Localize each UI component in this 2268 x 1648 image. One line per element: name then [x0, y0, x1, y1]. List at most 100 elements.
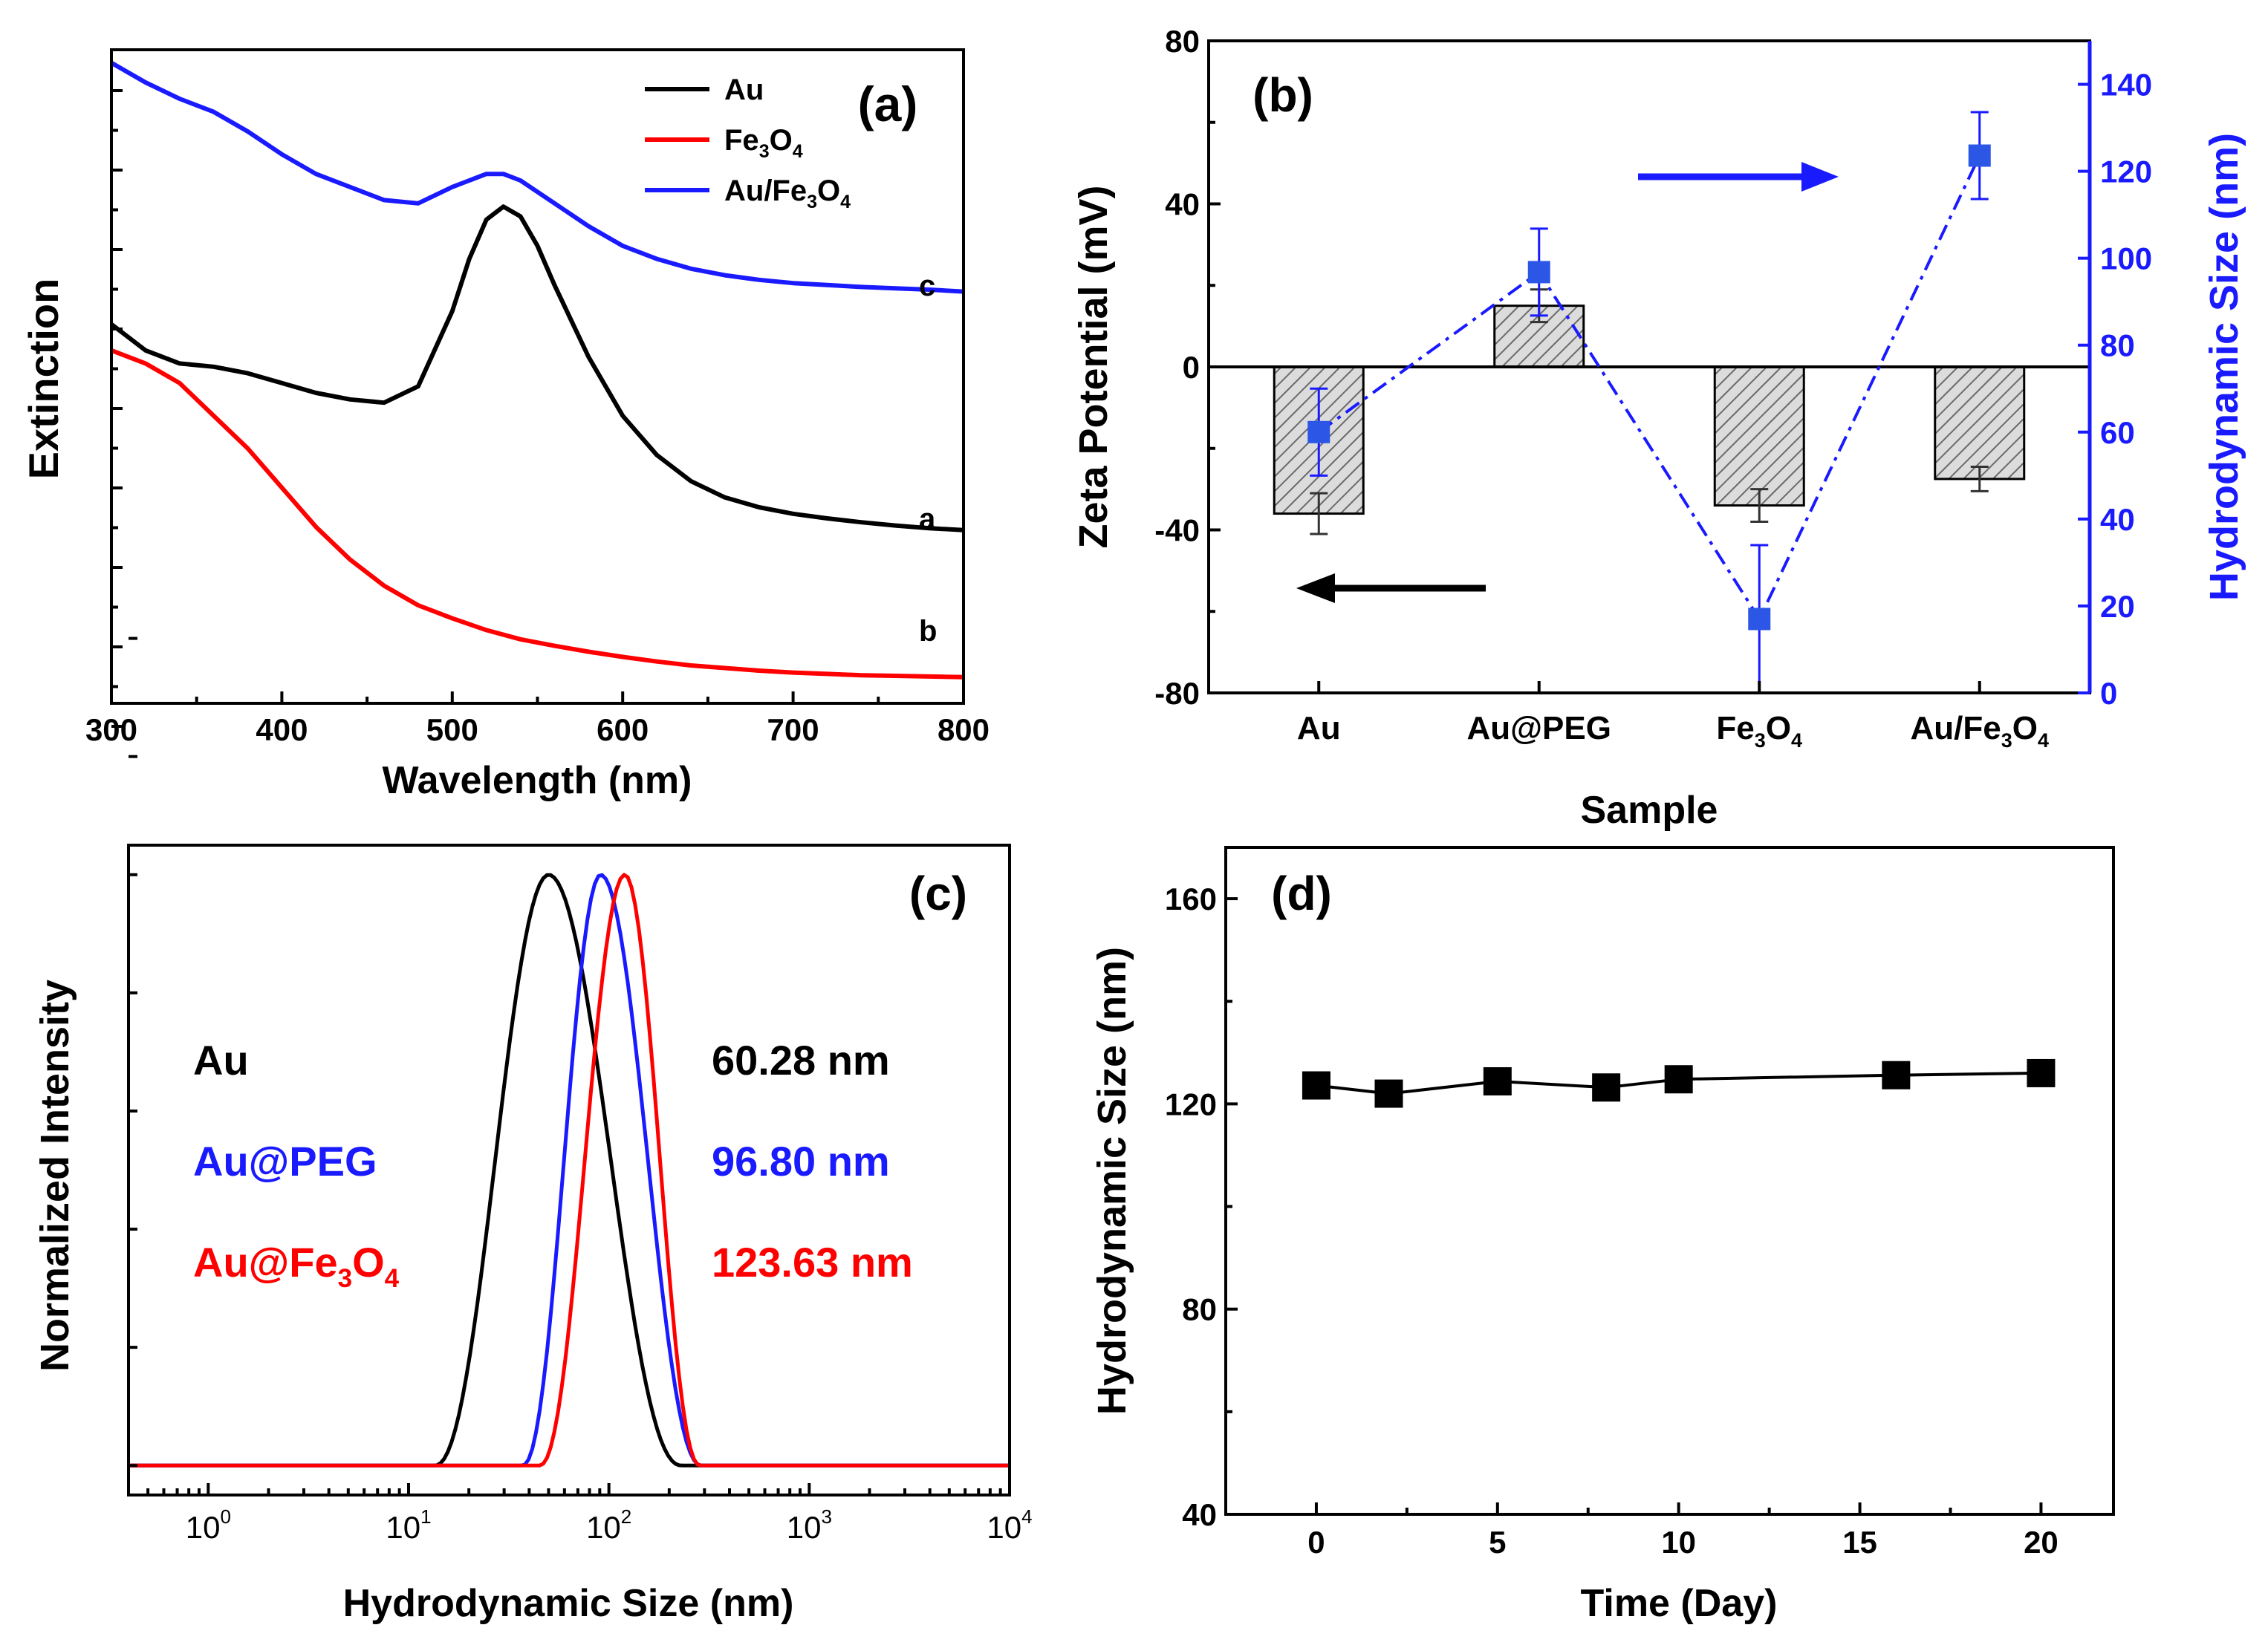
panel-b-zeta-size: -80 -40 0 40 80 0 20 40 60 80 100 120 140 Au Au@PEG Fe3… — [1071, 24, 2246, 832]
a-series-b — [110, 348, 964, 680]
b-bars — [1273, 288, 2026, 535]
c-curves — [129, 873, 1010, 1468]
b-y-tick-label: 40 — [1165, 187, 1200, 222]
b-zeta-arrow — [1296, 573, 1486, 603]
c-x-tick-label: 103 — [787, 1505, 832, 1545]
c-x-tick-label: 100 — [186, 1505, 231, 1545]
a-x-tick-label: 500 — [426, 712, 478, 747]
b-panel-label: (b) — [1252, 68, 1313, 122]
c-plot-frame — [127, 844, 1011, 1496]
c-annotation-size: 60.28 nm — [712, 1037, 890, 1084]
a-plot-frame — [110, 48, 965, 705]
d-plot-frame — [1224, 846, 2115, 1516]
b-size-marker — [1968, 144, 1991, 167]
b-y2-tick-label: 60 — [2100, 415, 2135, 450]
a-x-tick-label: 600 — [597, 712, 649, 747]
b-y-tick-label: 80 — [1165, 24, 1200, 59]
d-series — [1302, 1058, 2056, 1108]
c-x-tick-label: 101 — [386, 1505, 431, 1545]
c-x-tick-label: 104 — [987, 1505, 1032, 1545]
d-marker — [2027, 1058, 2056, 1087]
d-panel-label: (d) — [1271, 867, 1332, 920]
c-y-axis-title: Normalized Intensity — [33, 980, 77, 1372]
a-legend-label: Au/Fe3O4 — [724, 175, 851, 212]
a-x-tick-label: 300 — [85, 712, 137, 747]
c-series-2 — [129, 873, 1010, 1468]
d-y-axis-title: Hydrodynamic Size (nm) — [1090, 947, 1134, 1415]
panel-a-extinction: 300 400 500 600 700 800 (a) Au Fe3O4 Au/Fe3O4 a… — [20, 48, 990, 802]
d-marker — [1302, 1071, 1330, 1100]
b-y2-tick-label: 140 — [2100, 68, 2152, 102]
d-x-tick-label: 5 — [1489, 1525, 1506, 1560]
c-annotation-size: 123.63 nm — [712, 1239, 913, 1286]
a-ticks: 300 400 500 600 700 800 — [85, 89, 990, 747]
d-marker — [1592, 1073, 1621, 1102]
b-y2-axis-title: Hydrodynamic Size (nm) — [2202, 133, 2246, 601]
b-zeta-bar — [1934, 365, 2026, 481]
d-marker — [1374, 1079, 1403, 1108]
b-x-tick-label: Au/Fe3O4 — [1910, 710, 2049, 752]
d-x-tick-label: 0 — [1307, 1525, 1325, 1560]
panel-c-size-distribution: 100 101 102 103 104 (c) Au 60.28 nm Au@PEG 96.8… — [33, 636, 1033, 1625]
d-x-axis-title: Time (Day) — [1581, 1582, 1778, 1625]
c-x-axis-title: Hydrodynamic Size (nm) — [343, 1582, 794, 1625]
b-size-marker — [1307, 420, 1330, 443]
d-marker — [1664, 1065, 1693, 1094]
c-panel-label: (c) — [909, 867, 967, 920]
d-x-tick-label: 15 — [1842, 1525, 1877, 1560]
b-y-tick-label: -40 — [1154, 513, 1200, 548]
d-marker — [1483, 1066, 1512, 1095]
d-marker — [1882, 1061, 1911, 1090]
a-legend: Au Fe3O4 Au/Fe3O4 — [645, 74, 851, 212]
c-annotation-sample: Au@Fe3O4 — [193, 1239, 400, 1293]
d-y-tick-label: 80 — [1182, 1292, 1217, 1327]
b-size-marker — [1527, 261, 1550, 284]
a-legend-label: Fe3O4 — [724, 124, 803, 162]
c-annotation-sample: Au@PEG — [193, 1138, 377, 1185]
b-y2-tick-label: 40 — [2100, 502, 2135, 537]
b-y-tick-label: -80 — [1154, 676, 1200, 711]
c-annotations: Au 60.28 nm Au@PEG 96.80 nm Au@Fe3O4 123.63 n… — [193, 1037, 913, 1293]
a-y-axis-title: Extinction — [20, 279, 67, 480]
c-x-tick-label: 102 — [586, 1505, 631, 1545]
a-x-tick-label: 700 — [767, 712, 819, 747]
a-series-c — [110, 60, 964, 294]
b-y2-tick-label: 80 — [2100, 328, 2135, 363]
b-x-tick-label: Au — [1297, 710, 1341, 746]
b-size-series — [1307, 111, 1991, 694]
d-x-tick-label: 10 — [1661, 1525, 1696, 1560]
c-annotation-size: 96.80 nm — [712, 1138, 890, 1185]
a-legend-label: Au — [724, 74, 764, 106]
d-x-tick-label: 20 — [2024, 1525, 2059, 1560]
b-size-arrow — [1638, 162, 1839, 192]
a-curve-label-c: c — [919, 270, 935, 302]
b-zeta-bar — [1713, 365, 1805, 507]
b-y-axis-title: Zeta Potential (mV) — [1071, 185, 1116, 548]
a-x-axis-title: Wavelength (nm) — [383, 759, 692, 802]
b-x-tick-label: Au@PEG — [1467, 710, 1611, 746]
b-y2-tick-label: 100 — [2100, 241, 2152, 276]
d-y-tick-label: 160 — [1165, 882, 1217, 916]
b-y-tick-label: 0 — [1183, 350, 1200, 385]
a-series-a — [110, 204, 964, 532]
d-y-tick-label: 120 — [1165, 1087, 1217, 1121]
a-panel-label: (a) — [858, 76, 918, 131]
b-ticks: -80 -40 0 40 80 0 20 40 60 80 100 120 140 Au Au@PEG Fe3… — [1154, 24, 2152, 752]
a-x-tick-label: 400 — [256, 712, 308, 747]
c-annotation-sample: Au — [193, 1037, 249, 1084]
c-ticks: 100 101 102 103 104 — [127, 636, 1033, 1545]
a-curve-label-a: a — [919, 503, 936, 535]
a-curve-label-b: b — [919, 615, 937, 648]
a-x-tick-label: 800 — [938, 712, 990, 747]
b-y2-tick-label: 0 — [2100, 676, 2117, 711]
b-x-axis-title: Sample — [1581, 789, 1718, 832]
a-curves — [110, 60, 964, 680]
d-y-tick-label: 40 — [1182, 1497, 1217, 1532]
b-size-marker — [1748, 608, 1771, 631]
b-x-tick-label: Fe3O4 — [1716, 710, 1802, 752]
b-y2-tick-label: 20 — [2100, 589, 2135, 624]
d-ticks: 0 5 10 15 20 40 80 120 160 — [1165, 882, 2059, 1560]
panel-d-stability: 0 5 10 15 20 40 80 120 160 (d) Time (Day) Hydrod… — [1090, 846, 2115, 1625]
b-size-line — [1318, 154, 1981, 622]
